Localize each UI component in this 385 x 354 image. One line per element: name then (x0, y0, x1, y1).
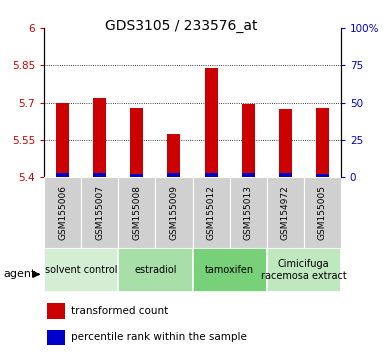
Bar (56, 173, 69, 177)
Bar (44, 177, 81, 248)
Bar (94, 98, 106, 177)
Bar (119, 177, 156, 248)
Bar (204, 68, 218, 177)
Text: estradiol: estradiol (134, 265, 177, 275)
Text: GSM155009: GSM155009 (169, 185, 179, 240)
Bar (304, 177, 341, 248)
Bar (119, 248, 192, 292)
Bar (242, 104, 254, 177)
Text: GSM154972: GSM154972 (281, 185, 290, 240)
Text: GSM155008: GSM155008 (132, 185, 141, 240)
Text: percentile rank within the sample: percentile rank within the sample (71, 332, 247, 342)
Bar (131, 108, 143, 177)
Bar (192, 177, 229, 248)
Bar (131, 174, 143, 177)
Bar (81, 177, 119, 248)
Bar (242, 173, 254, 177)
Text: GSM155013: GSM155013 (244, 185, 253, 240)
Bar (56, 103, 69, 177)
Text: GSM155012: GSM155012 (206, 185, 216, 240)
Text: GSM155006: GSM155006 (58, 185, 67, 240)
Text: agent: agent (4, 269, 36, 279)
Text: solvent control: solvent control (45, 265, 117, 275)
Bar (192, 248, 267, 292)
Bar (167, 173, 181, 177)
Bar (204, 172, 218, 177)
Bar (316, 108, 329, 177)
Bar (279, 173, 291, 177)
Bar (94, 172, 106, 177)
Text: Cimicifuga
racemosa extract: Cimicifuga racemosa extract (261, 259, 346, 281)
Bar (267, 248, 341, 292)
Text: transformed count: transformed count (71, 306, 168, 316)
Bar (229, 177, 266, 248)
Bar (316, 174, 329, 177)
Bar (44, 248, 119, 292)
Bar (47, 330, 65, 345)
Bar (167, 134, 181, 177)
Text: GSM155007: GSM155007 (95, 185, 104, 240)
Bar (279, 109, 291, 177)
Bar (267, 177, 304, 248)
Text: tamoxifen: tamoxifen (205, 265, 254, 275)
Text: GDS3105 / 233576_at: GDS3105 / 233576_at (105, 19, 257, 34)
Bar (47, 303, 65, 319)
Text: GSM155005: GSM155005 (318, 185, 327, 240)
Bar (156, 177, 192, 248)
